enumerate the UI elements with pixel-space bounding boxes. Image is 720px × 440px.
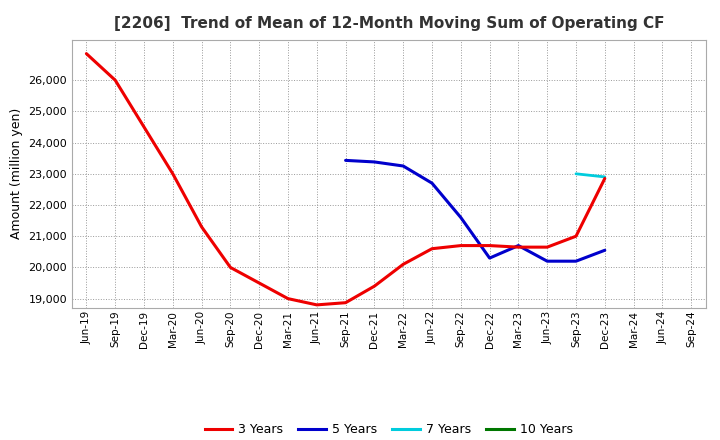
Title: [2206]  Trend of Mean of 12-Month Moving Sum of Operating CF: [2206] Trend of Mean of 12-Month Moving …	[114, 16, 664, 32]
Legend: 3 Years, 5 Years, 7 Years, 10 Years: 3 Years, 5 Years, 7 Years, 10 Years	[199, 418, 578, 440]
Y-axis label: Amount (million yen): Amount (million yen)	[10, 108, 23, 239]
